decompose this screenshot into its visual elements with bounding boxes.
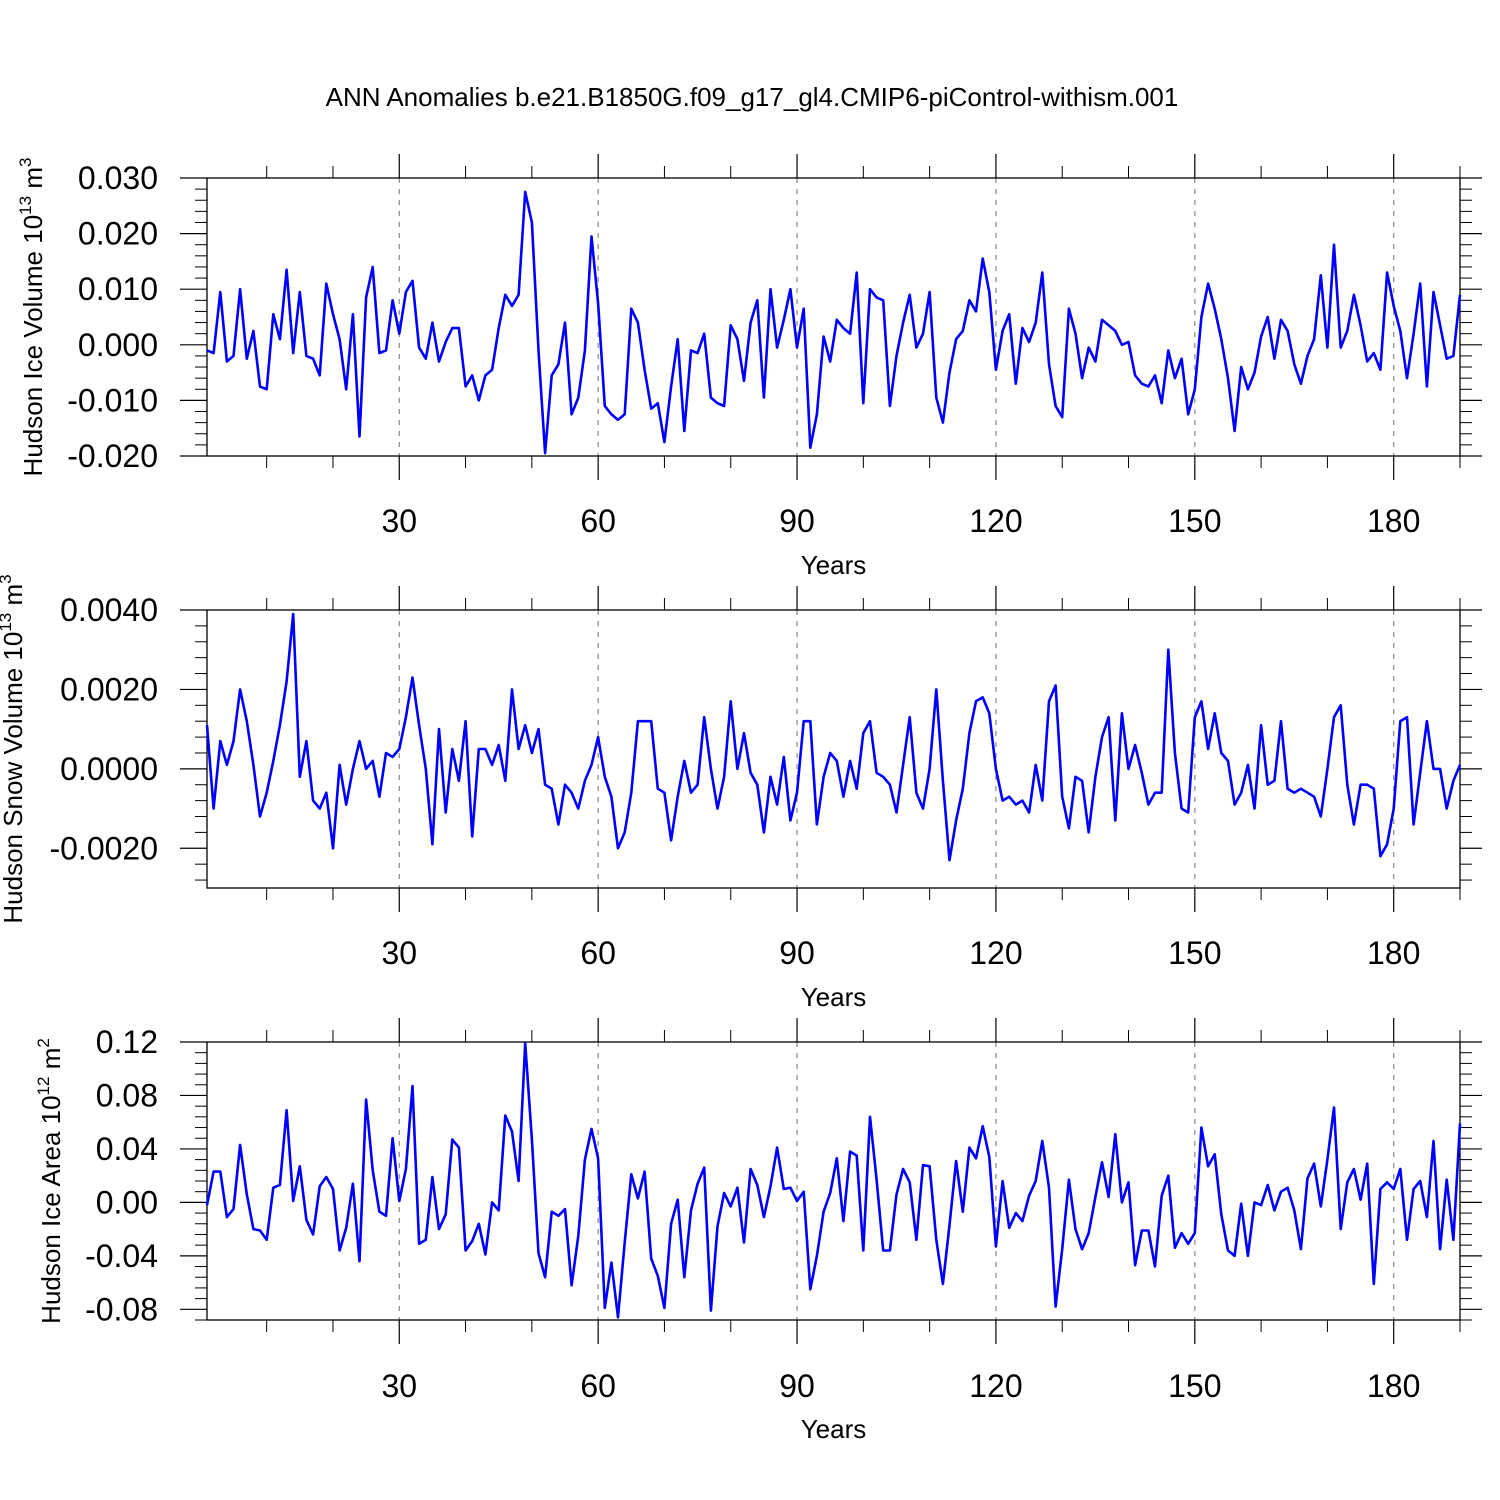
y-tick-label: -0.010 bbox=[67, 382, 158, 418]
chart-panel-2: -0.0020 0.0000 0.0020 0.0040 30 60 90 120 150 180… bbox=[0, 574, 1482, 1012]
x-tick-label: 60 bbox=[580, 935, 616, 971]
y-tick-label: 0.08 bbox=[96, 1077, 158, 1113]
y-tick-label: 0.0000 bbox=[60, 751, 158, 787]
x-tick-label: 180 bbox=[1367, 935, 1420, 971]
y-tick-label: 0.12 bbox=[96, 1024, 158, 1060]
x-tick-label: 60 bbox=[580, 503, 616, 539]
x-tick-label: 180 bbox=[1367, 503, 1420, 539]
y-axis-title: Hudson Snow Volume 1013 m3 bbox=[0, 574, 28, 923]
series-line bbox=[205, 1042, 1462, 1319]
x-tick-label: 120 bbox=[969, 935, 1022, 971]
plot-frame bbox=[206, 609, 1461, 889]
x-tick-label: 30 bbox=[381, 503, 417, 539]
x-tick-label: 150 bbox=[1168, 935, 1221, 971]
figure-title: ANN Anomalies b.e21.B1850G.f09_g17_gl4.C… bbox=[326, 82, 1179, 112]
x-tick-label: 90 bbox=[779, 935, 815, 971]
series-line bbox=[206, 190, 1462, 455]
chart-panel-3: -0.08 -0.04 0.00 0.04 0.08 0.12 30 60 90 120 150 18… bbox=[34, 1018, 1482, 1444]
y-tick-label: 0.030 bbox=[78, 160, 158, 196]
chart-panel-1: -0.020 -0.010 0.000 0.010 0.020 0.030 30 60 90 12… bbox=[16, 154, 1482, 580]
x-tick-label: 180 bbox=[1367, 1368, 1420, 1404]
y-tick-label: 0.000 bbox=[78, 327, 158, 363]
y-axis-title: Hudson Ice Area 1012 m2 bbox=[34, 1038, 66, 1324]
x-tick-label: 150 bbox=[1168, 1368, 1221, 1404]
y-tick-label: -0.08 bbox=[85, 1291, 158, 1327]
y-tick-label: -0.020 bbox=[67, 438, 158, 474]
x-tick-label: 90 bbox=[779, 503, 815, 539]
x-tick-label: 30 bbox=[381, 935, 417, 971]
x-tick-label: 90 bbox=[779, 1368, 815, 1404]
x-axis-title: Years bbox=[801, 982, 867, 1012]
y-tick-label: -0.0020 bbox=[49, 830, 158, 866]
y-tick-label: 0.0020 bbox=[60, 671, 158, 707]
x-tick-label: 150 bbox=[1168, 503, 1221, 539]
x-tick-label: 120 bbox=[969, 503, 1022, 539]
y-tick-label: 0.04 bbox=[96, 1131, 158, 1167]
x-axis-title: Years bbox=[801, 1414, 867, 1444]
y-axis-title: Hudson Ice Volume 1013 m3 bbox=[16, 158, 48, 477]
y-tick-label: 0.0040 bbox=[60, 592, 158, 628]
y-tick-label: -0.04 bbox=[85, 1238, 158, 1274]
x-tick-label: 120 bbox=[969, 1368, 1022, 1404]
plot-frame bbox=[206, 177, 1461, 457]
x-axis-title: Years bbox=[801, 550, 867, 580]
series-line bbox=[205, 612, 1462, 862]
y-tick-label: 0.020 bbox=[78, 216, 158, 252]
y-tick-label: 0.010 bbox=[78, 271, 158, 307]
x-tick-label: 60 bbox=[580, 1368, 616, 1404]
panels: -0.020 -0.010 0.000 0.010 0.020 0.030 30 60 90 12… bbox=[0, 154, 1482, 1444]
x-tick-label: 30 bbox=[381, 1368, 417, 1404]
y-tick-label: 0.00 bbox=[96, 1184, 158, 1220]
